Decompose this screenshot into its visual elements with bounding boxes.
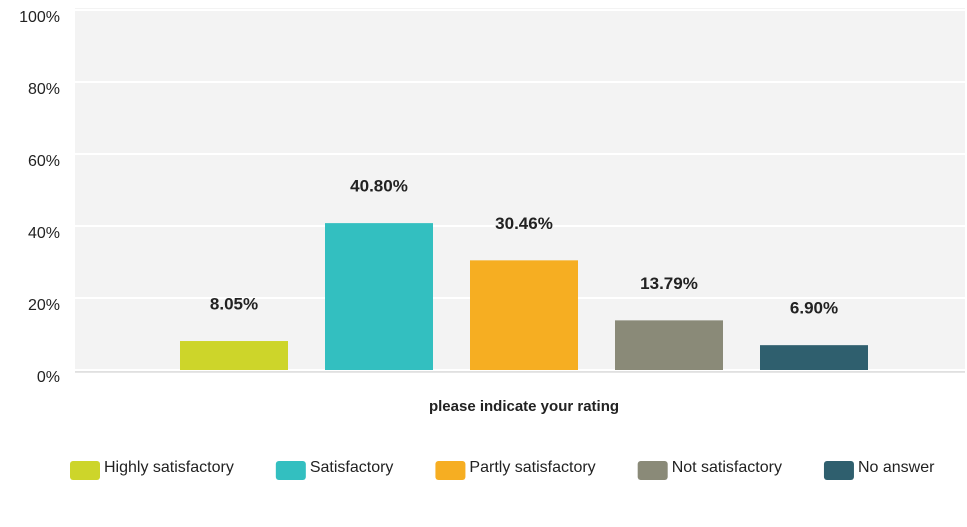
legend-label: No answer — [858, 459, 935, 476]
legend-label: Not satisfactory — [672, 459, 782, 476]
bar — [615, 320, 723, 370]
y-tick-label: 20% — [28, 297, 60, 314]
x-axis-title: please indicate your rating — [429, 398, 619, 415]
legend-swatch — [275, 461, 306, 480]
y-tick-label: 60% — [28, 153, 60, 170]
y-tick-label: 100% — [19, 9, 60, 26]
bar — [180, 341, 288, 370]
value-label: 30.46% — [495, 214, 553, 233]
y-tick-label: 40% — [28, 225, 60, 242]
legend-label: Highly satisfactory — [104, 459, 234, 476]
value-label: 6.90% — [790, 299, 838, 318]
legend-swatch — [823, 461, 854, 480]
legend-swatch — [637, 461, 668, 480]
legend-swatch — [70, 461, 100, 480]
bar — [325, 223, 433, 370]
value-label: 8.05% — [210, 295, 258, 314]
legend-label: Satisfactory — [310, 459, 394, 476]
legend-swatch — [435, 461, 466, 480]
value-label: 40.80% — [350, 177, 408, 196]
bar — [760, 345, 868, 370]
value-label: 13.79% — [640, 274, 698, 293]
y-tick-label: 0% — [37, 369, 60, 386]
y-tick-label: 80% — [28, 81, 60, 98]
legend-label: Partly satisfactory — [469, 459, 595, 476]
bar — [470, 260, 578, 370]
